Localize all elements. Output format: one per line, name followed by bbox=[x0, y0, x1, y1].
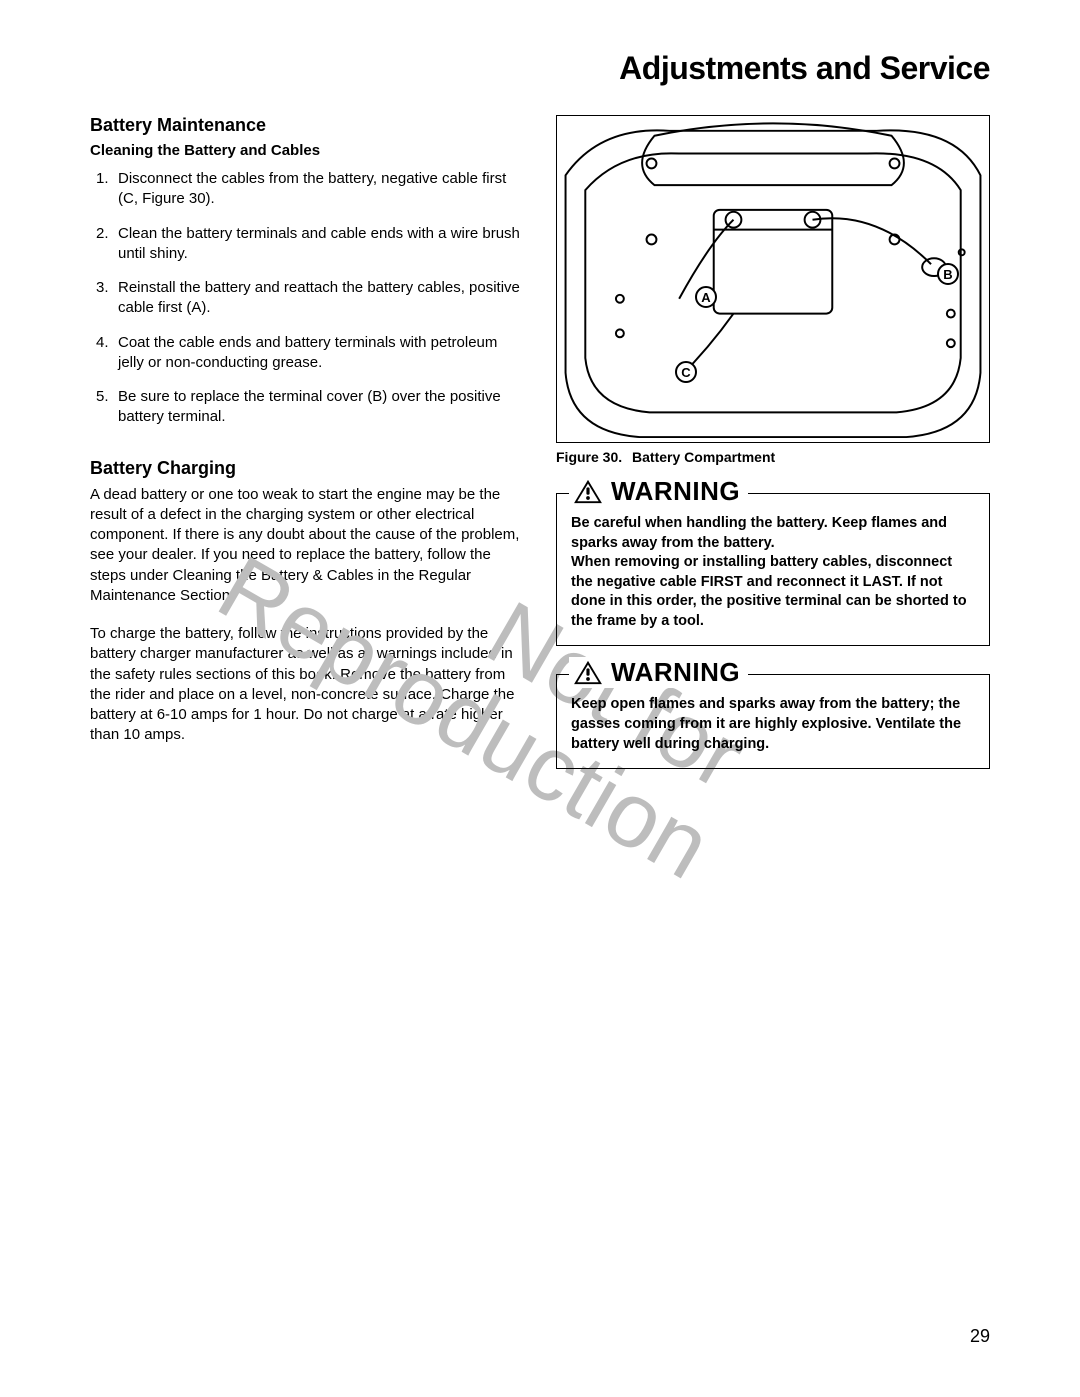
callout-b: B bbox=[937, 263, 959, 285]
figure-caption: Figure 30. Battery Compartment bbox=[556, 449, 990, 465]
figure-battery-compartment: A B C bbox=[556, 115, 990, 443]
heading-battery-charging: Battery Charging bbox=[90, 458, 524, 479]
list-item: Be sure to replace the terminal cover (B… bbox=[96, 387, 524, 428]
callout-a: A bbox=[695, 286, 717, 308]
page-title: Adjustments and Service bbox=[90, 50, 990, 87]
warning-box-2: WARNING Keep open flames and sparks away… bbox=[556, 674, 990, 769]
content-columns: Battery Maintenance Cleaning the Battery… bbox=[90, 115, 990, 769]
warning-box-1: WARNING Be careful when handling the bat… bbox=[556, 493, 990, 646]
list-item: Coat the cable ends and battery terminal… bbox=[96, 333, 524, 374]
left-column: Battery Maintenance Cleaning the Battery… bbox=[90, 115, 524, 769]
heading-battery-maintenance: Battery Maintenance bbox=[90, 115, 524, 136]
warning-text: Keep open flames and sparks away from th… bbox=[571, 695, 975, 754]
list-item: Clean the battery terminals and cable en… bbox=[96, 224, 524, 265]
cleaning-steps-list: Disconnect the cables from the battery, … bbox=[90, 169, 524, 428]
paragraph: To charge the battery, follow the instru… bbox=[90, 624, 524, 746]
warning-icon bbox=[573, 479, 603, 505]
warning-icon bbox=[573, 660, 603, 686]
warning-title: WARNING bbox=[611, 476, 740, 507]
figure-svg bbox=[557, 116, 989, 442]
list-item: Disconnect the cables from the battery, … bbox=[96, 169, 524, 210]
warning-title: WARNING bbox=[611, 657, 740, 688]
page-number: 29 bbox=[970, 1326, 990, 1347]
warning-header: WARNING bbox=[569, 476, 748, 507]
list-item: Reinstall the battery and reattach the b… bbox=[96, 278, 524, 319]
warning-header: WARNING bbox=[569, 657, 748, 688]
right-column: A B C Figure 30. Battery Compartment WAR… bbox=[556, 115, 990, 769]
subheading-cleaning: Cleaning the Battery and Cables bbox=[90, 142, 524, 159]
figure-caption-text: Battery Compartment bbox=[632, 449, 775, 465]
figure-caption-label: Figure 30. bbox=[556, 449, 622, 465]
callout-c: C bbox=[675, 361, 697, 383]
paragraph: A dead battery or one too weak to start … bbox=[90, 485, 524, 607]
page-root: Not for Reproduction Adjustments and Ser… bbox=[0, 0, 1080, 1397]
warning-text: Be careful when handling the battery. Ke… bbox=[571, 514, 975, 631]
